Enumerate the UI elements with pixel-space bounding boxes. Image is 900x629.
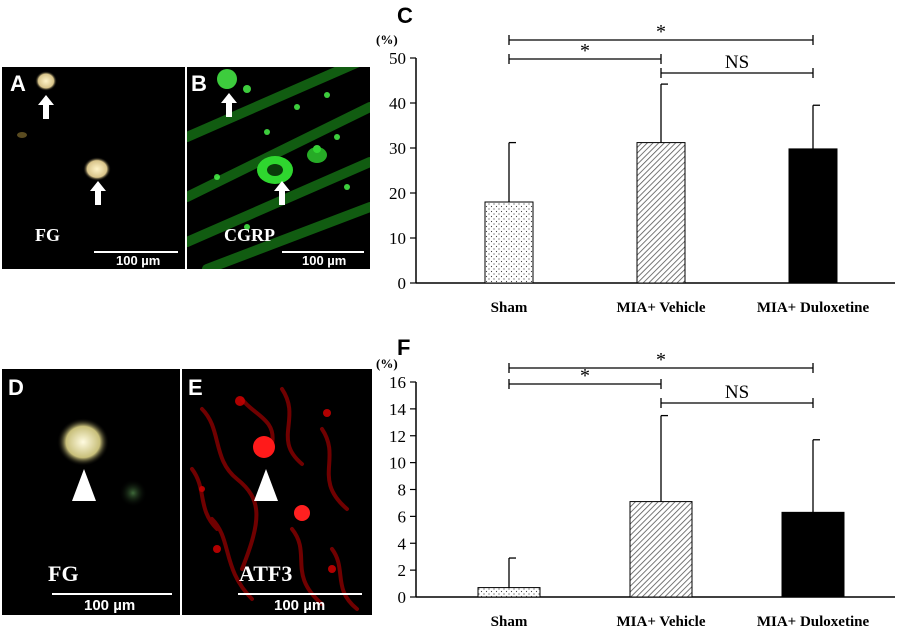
x-tick-label: MIA+ Duloxetine — [757, 614, 870, 629]
scale-bar-label: 100 µm — [302, 253, 347, 268]
scale-bar — [282, 251, 364, 253]
micrograph-e-image — [190, 387, 359, 611]
atf3-nucleus — [253, 436, 275, 458]
x-tick-label: MIA+ Vehicle — [617, 300, 706, 316]
micrograph-a-image — [17, 71, 111, 205]
arrowhead-icon — [72, 469, 96, 501]
stain-label-cgrp: CGRP — [224, 225, 275, 245]
faint-cell — [119, 479, 147, 507]
y-tick-label: 50 — [389, 49, 406, 68]
bar — [484, 201, 534, 284]
micrograph-b-image — [187, 67, 370, 269]
y-tick-label: 8 — [398, 481, 407, 500]
bar — [788, 148, 838, 284]
significance-label: * — [580, 40, 590, 62]
scale-bar — [52, 593, 172, 595]
bar-chart-f: (%) 0 2 4 6 8 10 12 14 16 Sham MIA+ Vehicle MIA+ Dul… — [376, 349, 895, 629]
y-tick-label: 12 — [389, 427, 406, 446]
stain-label-fg: FG — [48, 561, 79, 586]
x-tick-label: MIA+ Vehicle — [617, 614, 706, 629]
fg-cell — [57, 418, 109, 466]
y-tick-label: 0 — [398, 588, 407, 607]
stain-label-atf3: ATF3 — [239, 561, 293, 586]
panel-label-e: E — [188, 375, 203, 400]
y-axis-label: (%) — [376, 356, 398, 371]
panel-label-f: F — [397, 335, 411, 360]
scale-bar-label: 100 µm — [84, 597, 136, 614]
significance-label: * — [656, 349, 666, 371]
y-tick-label: 0 — [398, 274, 407, 293]
y-tick-label: 16 — [389, 373, 406, 392]
micrograph-d-image — [57, 418, 147, 507]
micrograph-a: A FG 100 µm — [2, 67, 185, 269]
arrow-icon — [221, 93, 237, 117]
bar — [629, 501, 693, 598]
panel-label-c: C — [397, 3, 413, 28]
scale-bar-label: 100 µm — [274, 597, 326, 614]
y-tick-label: 20 — [389, 184, 406, 203]
y-tick-label: 30 — [389, 139, 406, 158]
bar — [781, 511, 845, 598]
fg-cell — [35, 71, 57, 91]
micrograph-d: D FG 100 µm — [2, 369, 180, 615]
arrow-icon — [90, 181, 106, 205]
bar-chart-c: (%) 0 10 20 30 40 50 Sham MIA+ Vehicle MIA+ Dulox… — [376, 21, 895, 316]
micrograph-e: E ATF3 100 µm — [182, 369, 372, 615]
panel-label-d: D — [8, 375, 24, 400]
y-tick-label: 40 — [389, 94, 406, 113]
arrow-icon — [38, 95, 54, 119]
faint-cell — [17, 132, 27, 138]
y-tick-label: 2 — [398, 561, 407, 580]
fg-cell — [83, 157, 111, 181]
scale-bar — [238, 593, 362, 595]
y-tick-label: 10 — [389, 454, 406, 473]
panel-label-a: A — [10, 71, 26, 96]
panel-label-b: B — [191, 71, 207, 96]
x-tick-label: Sham — [491, 300, 528, 316]
arrowhead-icon — [254, 469, 278, 501]
significance-label: NS — [725, 52, 749, 73]
y-tick-label: 4 — [398, 534, 407, 553]
significance-label: * — [580, 365, 590, 387]
y-tick-label: 10 — [389, 229, 406, 248]
arrow-icon — [274, 181, 290, 205]
x-tick-label: Sham — [491, 614, 528, 629]
significance-label: NS — [725, 382, 749, 403]
atf3-nucleus — [294, 505, 310, 521]
scale-bar — [94, 251, 178, 253]
scale-bar-label: 100 µm — [116, 253, 161, 268]
y-axis-label: (%) — [376, 32, 398, 47]
y-tick-label: 6 — [398, 507, 407, 526]
bar — [636, 142, 686, 284]
y-tick-label: 14 — [389, 400, 407, 419]
bar — [477, 587, 541, 598]
x-tick-label: MIA+ Duloxetine — [757, 300, 870, 316]
stain-label-fg: FG — [35, 225, 60, 245]
significance-label: * — [656, 21, 666, 43]
micrograph-b: B CGRP 100 µm — [187, 67, 370, 269]
